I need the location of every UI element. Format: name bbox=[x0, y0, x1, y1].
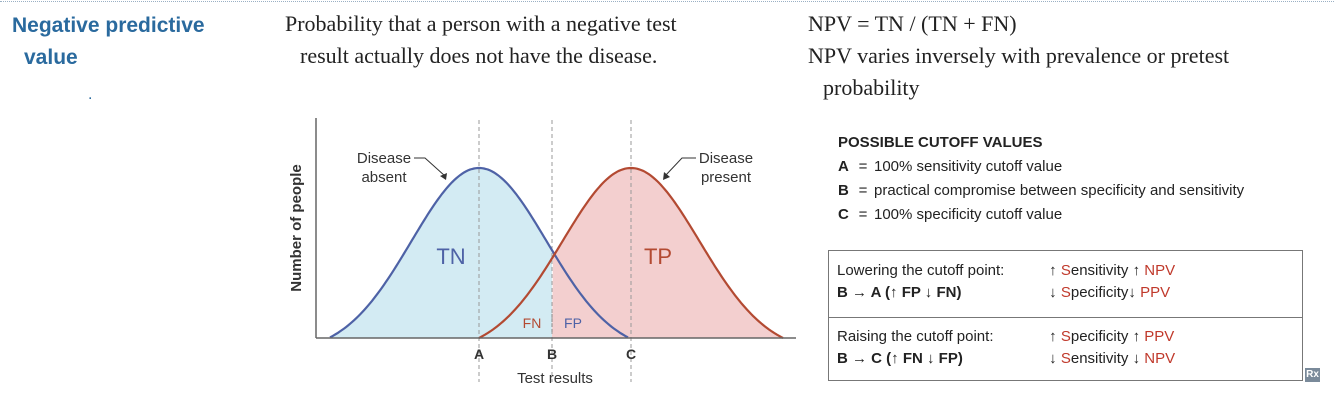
definition-line1: Probability that a person with a negativ… bbox=[285, 11, 677, 36]
up-arrow: ↑ bbox=[1049, 262, 1057, 279]
top-dotted-rule bbox=[0, 1, 1334, 2]
bullet-dot: . bbox=[88, 86, 93, 103]
disease-present-arrowhead bbox=[663, 172, 670, 180]
down-arrow: ↓ bbox=[1132, 350, 1141, 367]
up-arrow: ↑ bbox=[1132, 262, 1141, 279]
cutoff-key: C bbox=[838, 206, 849, 223]
term-line1: Negative predictive bbox=[12, 14, 205, 37]
cutoff-item-a: A = 100% sensitivity cutoff value bbox=[838, 155, 1244, 179]
cutoff-key: B bbox=[838, 182, 849, 199]
term-line2: value bbox=[24, 46, 78, 69]
curve-disease-present bbox=[478, 166, 784, 339]
lowering-section: Lowering the cutoff point: ↑ Sensitivity… bbox=[837, 260, 1175, 304]
raising-detail: B → C (↑ FN ↓ FP) bbox=[837, 350, 963, 367]
raising-section: Raising the cutoff point: ↑ Specificity … bbox=[837, 326, 1175, 370]
disease-absent-arrowhead bbox=[440, 173, 447, 180]
disease-present-leader bbox=[664, 157, 696, 177]
tn-label: TN bbox=[436, 244, 465, 269]
formula-line3: probability bbox=[823, 75, 920, 100]
cutoff-eq: = bbox=[858, 158, 868, 175]
metric-ppv: PPV bbox=[1140, 284, 1171, 301]
cutoff-eq: = bbox=[858, 206, 868, 223]
disease-absent-label-l2: absent bbox=[361, 169, 407, 186]
disease-present-label-l2: present bbox=[701, 169, 752, 186]
red-initial: S bbox=[1060, 328, 1071, 345]
tick-label-b: B bbox=[547, 346, 557, 362]
y-axis-label: Number of people bbox=[288, 164, 305, 292]
cutoff-summary-box: Lowering the cutoff point: ↑ Sensitivity… bbox=[828, 250, 1303, 381]
cutoff-desc: practical compromise between specificity… bbox=[874, 182, 1245, 199]
formula-text: NPV = TN / (TN + FN) NPV varies inversel… bbox=[808, 8, 1229, 104]
x-axis-label: Test results bbox=[517, 370, 593, 387]
lowering-detail: B → A (↑ FP ↓ FN) bbox=[837, 284, 962, 301]
fn-label: FN bbox=[523, 315, 542, 331]
metric-ppv: PPV bbox=[1144, 328, 1175, 345]
formula-line2: NPV varies inversely with prevalence or … bbox=[808, 43, 1230, 68]
definition-line2: result actually does not have the diseas… bbox=[300, 43, 658, 68]
term-heading: Negative predictive value bbox=[12, 10, 205, 74]
metric-npv: NPV bbox=[1144, 262, 1176, 279]
cutoff-values-panel: POSSIBLE CUTOFF VALUES A = 100% sensitivit… bbox=[838, 131, 1244, 227]
cutoff-desc: 100% specificity cutoff value bbox=[874, 206, 1063, 223]
up-arrow: ↑ bbox=[1049, 328, 1057, 345]
red-initial: S bbox=[1060, 350, 1071, 367]
rx-badge-icon: Rx bbox=[1305, 368, 1320, 382]
distribution-chart: Number of people Test results A B C TN T… bbox=[288, 118, 796, 387]
metric-rest: pecificity bbox=[1070, 328, 1129, 345]
cutoff-key: A bbox=[838, 158, 849, 175]
curve-disease-absent bbox=[329, 166, 629, 339]
cutoff-item-c: C = 100% specificity cutoff value bbox=[838, 203, 1244, 227]
formula-line1: NPV = TN / (TN + FN) bbox=[808, 11, 1017, 36]
metric-rest: pecificity bbox=[1070, 284, 1129, 301]
tick-label-c: C bbox=[626, 346, 636, 362]
red-initial: S bbox=[1060, 284, 1071, 301]
red-initial: S bbox=[1060, 262, 1071, 279]
disease-absent-label-l1: Disease bbox=[357, 150, 411, 167]
metric-rest: ensitivity bbox=[1070, 350, 1129, 367]
tn-region bbox=[330, 168, 552, 338]
disease-absent-leader bbox=[414, 157, 446, 177]
lowering-title: Lowering the cutoff point: bbox=[837, 262, 1005, 279]
cutoff-desc: 100% sensitivity cutoff value bbox=[874, 158, 1063, 175]
cutoff-values-header: POSSIBLE CUTOFF VALUES bbox=[838, 134, 1043, 151]
tick-label-a: A bbox=[474, 346, 484, 362]
up-arrow: ↑ bbox=[1132, 328, 1141, 345]
fp-label: FP bbox=[564, 315, 582, 331]
raising-title: Raising the cutoff point: bbox=[837, 328, 994, 345]
down-arrow: ↓ bbox=[1049, 284, 1057, 301]
definition-text: Probability that a person with a negativ… bbox=[285, 8, 677, 72]
tp-label: TP bbox=[644, 244, 672, 269]
down-arrow: ↓ bbox=[1128, 284, 1136, 301]
metric-npv: NPV bbox=[1144, 350, 1176, 367]
cutoff-item-b: B = practical compromise between specifici… bbox=[838, 179, 1244, 203]
down-arrow: ↓ bbox=[1049, 350, 1057, 367]
box-divider bbox=[829, 317, 1302, 318]
cutoff-eq: = bbox=[858, 182, 868, 199]
disease-present-label-l1: Disease bbox=[699, 150, 753, 167]
tp-region bbox=[552, 168, 783, 338]
metric-rest: ensitivity bbox=[1070, 262, 1129, 279]
